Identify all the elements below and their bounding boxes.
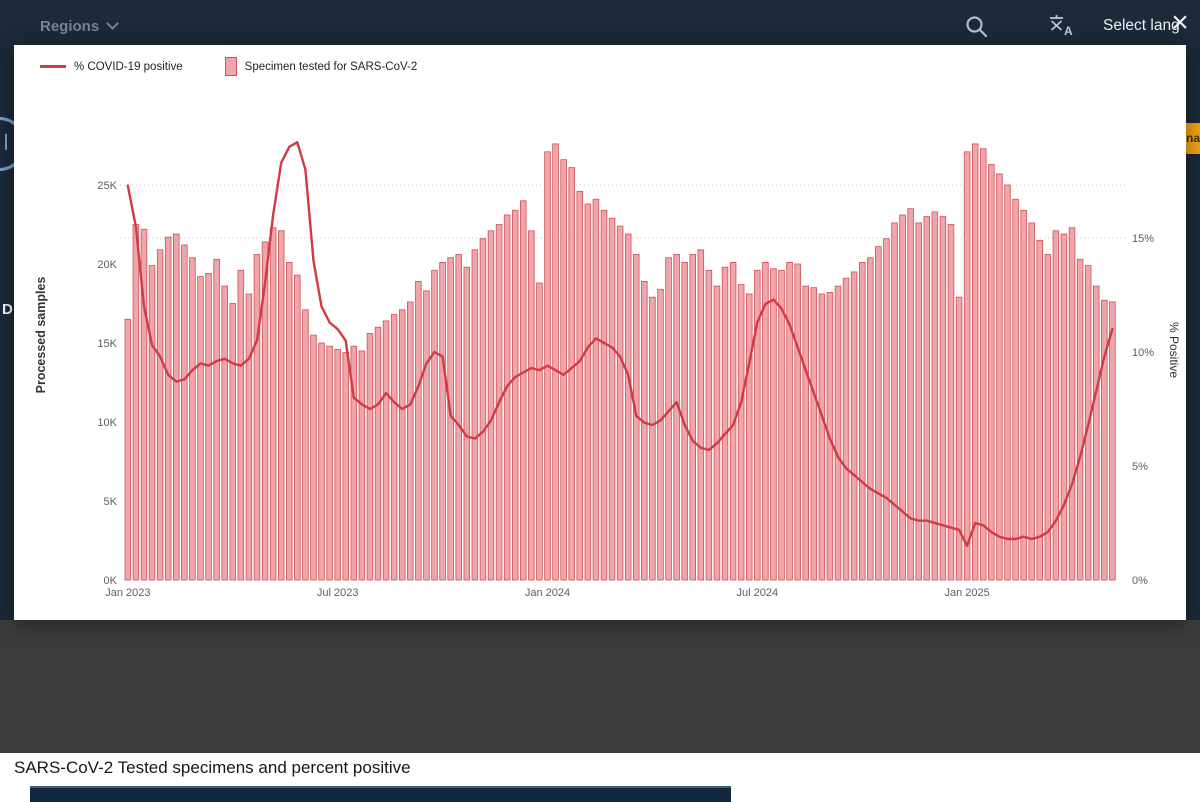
svg-text:Jan 2025: Jan 2025 — [944, 587, 989, 599]
svg-text:5K: 5K — [104, 496, 118, 508]
legend-bar-label: Specimen tested for SARS-CoV-2 — [244, 60, 418, 73]
legend-item-positive-line: % COVID-19 positive — [40, 61, 183, 73]
left-text-fragment: D — [2, 301, 13, 318]
svg-text:% Positive: % Positive — [1167, 322, 1181, 378]
svg-text:20K: 20K — [97, 259, 117, 271]
svg-text:Jan 2024: Jan 2024 — [525, 587, 570, 599]
close-button[interactable]: × — [1163, 5, 1197, 41]
svg-text:15K: 15K — [97, 338, 117, 350]
regions-label: Regions — [40, 18, 100, 35]
svg-text:A: A — [1064, 24, 1073, 38]
legend-item-specimens-bar: Specimen tested for SARS-CoV-2 — [224, 57, 418, 76]
svg-text:0K: 0K — [104, 575, 118, 587]
chevron-down-icon — [106, 17, 120, 30]
lower-gray-band — [0, 620, 1200, 753]
chart-svg: 0K 5K 10K 15K 20K 25K 0% 5% 10% 15% Jan 2023 Jul 20… — [34, 141, 1181, 599]
chart-modal: 0K 5K 10K 15K 20K 25K 0% 5% 10% 15% Jan 2023 Jul 20… — [14, 45, 1186, 620]
line-swatch-icon — [40, 65, 66, 68]
svg-text:Jul 2023: Jul 2023 — [317, 587, 359, 599]
partial-panel-fragment — [30, 786, 731, 802]
svg-text:25K: 25K — [97, 180, 117, 192]
close-icon: × — [1171, 6, 1189, 39]
right-badge-fragment: na — [1186, 123, 1200, 154]
bar-swatch-icon — [224, 57, 237, 76]
svg-text:15%: 15% — [1132, 233, 1154, 245]
svg-text:Processed samples: Processed samples — [34, 277, 48, 394]
svg-text:Jan 2023: Jan 2023 — [105, 587, 150, 599]
svg-text:10K: 10K — [97, 417, 117, 429]
legend-line-label: % COVID-19 positive — [74, 60, 183, 73]
svg-text:0%: 0% — [1132, 575, 1148, 587]
search-icon[interactable] — [963, 13, 991, 41]
translate-icon[interactable]: A — [1046, 11, 1076, 39]
chart-legend: % COVID-19 positive Specimen tested for … — [40, 57, 417, 76]
topbar: Regions A Select lang × — [0, 0, 1200, 45]
regions-dropdown[interactable]: Regions — [40, 17, 120, 35]
page-caption: SARS-CoV-2 Tested specimens and percent … — [14, 758, 411, 777]
svg-text:Jul 2024: Jul 2024 — [737, 587, 779, 599]
svg-text:10%: 10% — [1132, 347, 1154, 359]
svg-text:5%: 5% — [1132, 461, 1148, 473]
select-language-button[interactable]: Select lang — [1103, 17, 1180, 34]
